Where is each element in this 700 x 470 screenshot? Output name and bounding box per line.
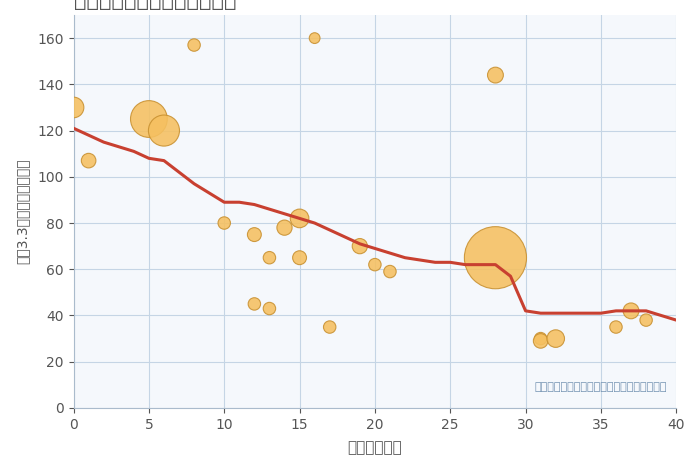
Point bbox=[144, 115, 155, 123]
Point bbox=[370, 261, 381, 268]
Point bbox=[490, 71, 501, 79]
Point bbox=[490, 254, 501, 261]
Point bbox=[309, 34, 320, 42]
Text: 築年数別中古マンション価格: 築年数別中古マンション価格 bbox=[74, 0, 236, 10]
Point bbox=[188, 41, 199, 49]
X-axis label: 築年数（年）: 築年数（年） bbox=[347, 440, 402, 455]
Text: 円の大きさは、取引のあった物件面積を示す: 円の大きさは、取引のあった物件面積を示す bbox=[535, 382, 667, 392]
Point bbox=[264, 305, 275, 312]
Point bbox=[83, 157, 94, 164]
Point bbox=[294, 215, 305, 222]
Point bbox=[68, 104, 79, 111]
Point bbox=[324, 323, 335, 331]
Point bbox=[248, 300, 260, 308]
Point bbox=[610, 323, 622, 331]
Point bbox=[279, 224, 290, 231]
Point bbox=[550, 335, 561, 342]
Point bbox=[158, 127, 169, 134]
Point bbox=[535, 337, 546, 345]
Point bbox=[384, 268, 395, 275]
Point bbox=[354, 243, 365, 250]
Point bbox=[248, 231, 260, 238]
Point bbox=[535, 335, 546, 342]
Point bbox=[294, 254, 305, 261]
Y-axis label: 坪（3.3㎡）単価（万円）: 坪（3.3㎡）単価（万円） bbox=[15, 159, 29, 264]
Point bbox=[264, 254, 275, 261]
Point bbox=[640, 316, 652, 324]
Point bbox=[218, 219, 230, 227]
Point bbox=[625, 307, 636, 314]
